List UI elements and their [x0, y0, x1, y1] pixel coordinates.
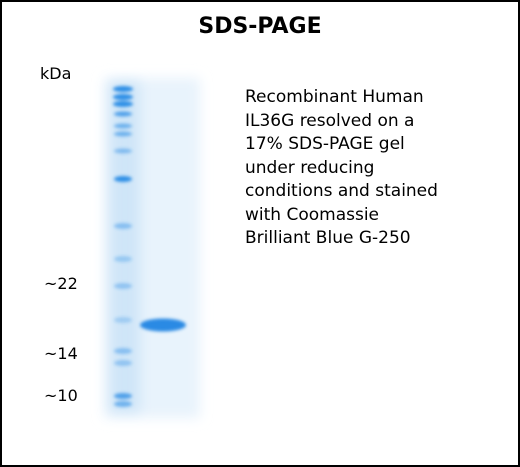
description-line: with Coomassie [245, 204, 380, 225]
ladder-bands [113, 86, 133, 407]
description-line: Brilliant Blue G-250 [245, 228, 411, 248]
sample-band [140, 318, 186, 332]
description-line: 17% SDS-PAGE gel [245, 134, 405, 154]
description-line: conditions and stained [245, 181, 438, 201]
description-line: under reducing [245, 157, 375, 178]
description-line: IL36G resolved on a [245, 110, 415, 131]
description: Recombinant Human IL36G resolved on a 17% … [245, 86, 438, 251]
marker-label: ~14 [44, 344, 78, 363]
unit-label: kDa [40, 64, 72, 83]
marker-label: ~22 [44, 274, 78, 293]
title: SDS-PAGE [198, 14, 322, 39]
ladder-lane [110, 82, 140, 412]
marker-label: ~10 [44, 386, 78, 405]
description-line: Recombinant Human [245, 87, 424, 107]
